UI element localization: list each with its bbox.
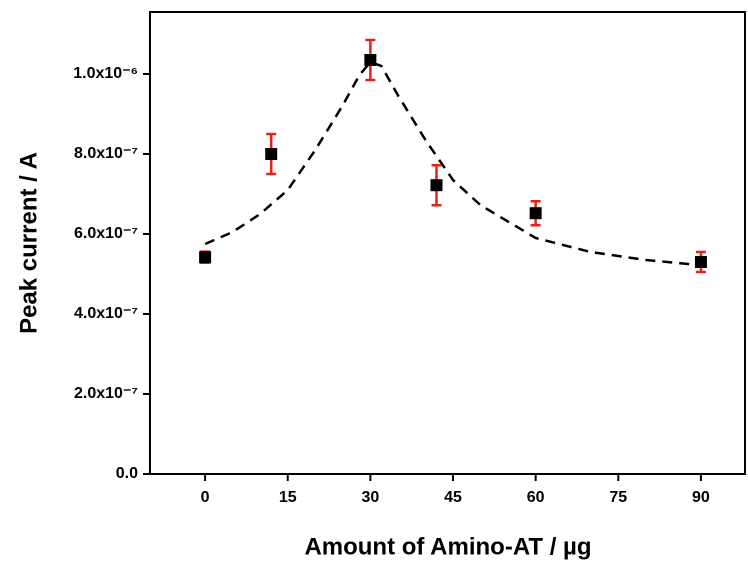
y-tick-label: 8.0x10⁻⁷ [74, 145, 138, 162]
y-tick-label: 0.0 [116, 465, 138, 482]
y-tick-label: 4.0x10⁻⁷ [74, 305, 138, 322]
y-tick-label: 2.0x10⁻⁷ [74, 385, 138, 402]
x-tick-label: 0 [201, 489, 210, 506]
data-point [265, 148, 278, 160]
x-tick-label: 75 [609, 489, 627, 506]
data-point [199, 251, 212, 264]
data-point [529, 207, 542, 220]
x-tick-label: 45 [444, 489, 462, 506]
x-tick-label: 30 [361, 489, 379, 506]
data-point [364, 54, 377, 66]
fit-curve [204, 60, 702, 267]
x-tick-label: 60 [527, 489, 545, 506]
data-point [430, 179, 443, 192]
x-tick-label: 15 [279, 489, 297, 506]
y-tick-label: 1.0x10⁻⁶ [73, 65, 138, 82]
data-point [694, 256, 707, 268]
y-tick-label: 6.0x10⁻⁷ [74, 225, 138, 242]
x-tick-label: 90 [692, 489, 710, 506]
x-axis-label: Amount of Amino-AT / µg [304, 533, 591, 560]
y-axis-label: Peak current / A [15, 152, 42, 334]
plot-frame [149, 11, 746, 475]
